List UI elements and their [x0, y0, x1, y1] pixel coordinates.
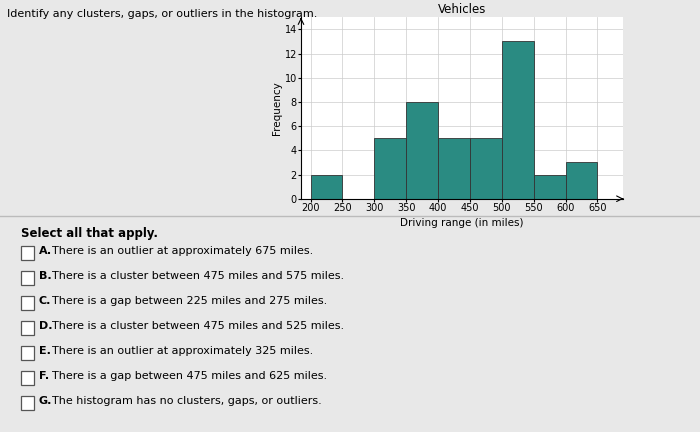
Bar	[438, 138, 470, 199]
Bar	[374, 138, 406, 199]
Bar	[470, 138, 502, 199]
Bar	[533, 175, 566, 199]
Text: E.: E.	[38, 346, 50, 356]
Text: A.: A.	[38, 245, 52, 256]
Bar	[311, 175, 342, 199]
Text: C.: C.	[38, 295, 51, 306]
Bar	[502, 41, 533, 199]
Text: There is an outlier at approximately 325 miles.: There is an outlier at approximately 325…	[52, 346, 314, 356]
X-axis label: Driving range (in miles): Driving range (in miles)	[400, 219, 524, 229]
Title: Model Year 2020 Plug-In Hybrid Electric
Vehicles: Model Year 2020 Plug-In Hybrid Electric …	[346, 0, 578, 16]
Y-axis label: Frequency: Frequency	[272, 81, 281, 135]
Text: There is a cluster between 475 miles and 525 miles.: There is a cluster between 475 miles and…	[52, 321, 344, 331]
Text: F.: F.	[38, 371, 48, 381]
Text: The histogram has no clusters, gaps, or outliers.: The histogram has no clusters, gaps, or …	[52, 396, 322, 406]
Text: Identify any clusters, gaps, or outliers in the histogram.: Identify any clusters, gaps, or outliers…	[7, 9, 317, 19]
Bar	[406, 102, 438, 199]
Text: D.: D.	[38, 321, 52, 331]
Text: B.: B.	[38, 270, 51, 281]
Text: There is an outlier at approximately 675 miles.: There is an outlier at approximately 675…	[52, 245, 314, 256]
Text: There is a cluster between 475 miles and 575 miles.: There is a cluster between 475 miles and…	[52, 270, 344, 281]
Text: Select all that apply.: Select all that apply.	[21, 227, 158, 240]
Text: There is a gap between 475 miles and 625 miles.: There is a gap between 475 miles and 625…	[52, 371, 328, 381]
Bar	[566, 162, 598, 199]
Text: G.: G.	[38, 396, 52, 406]
Text: There is a gap between 225 miles and 275 miles.: There is a gap between 225 miles and 275…	[52, 295, 328, 306]
